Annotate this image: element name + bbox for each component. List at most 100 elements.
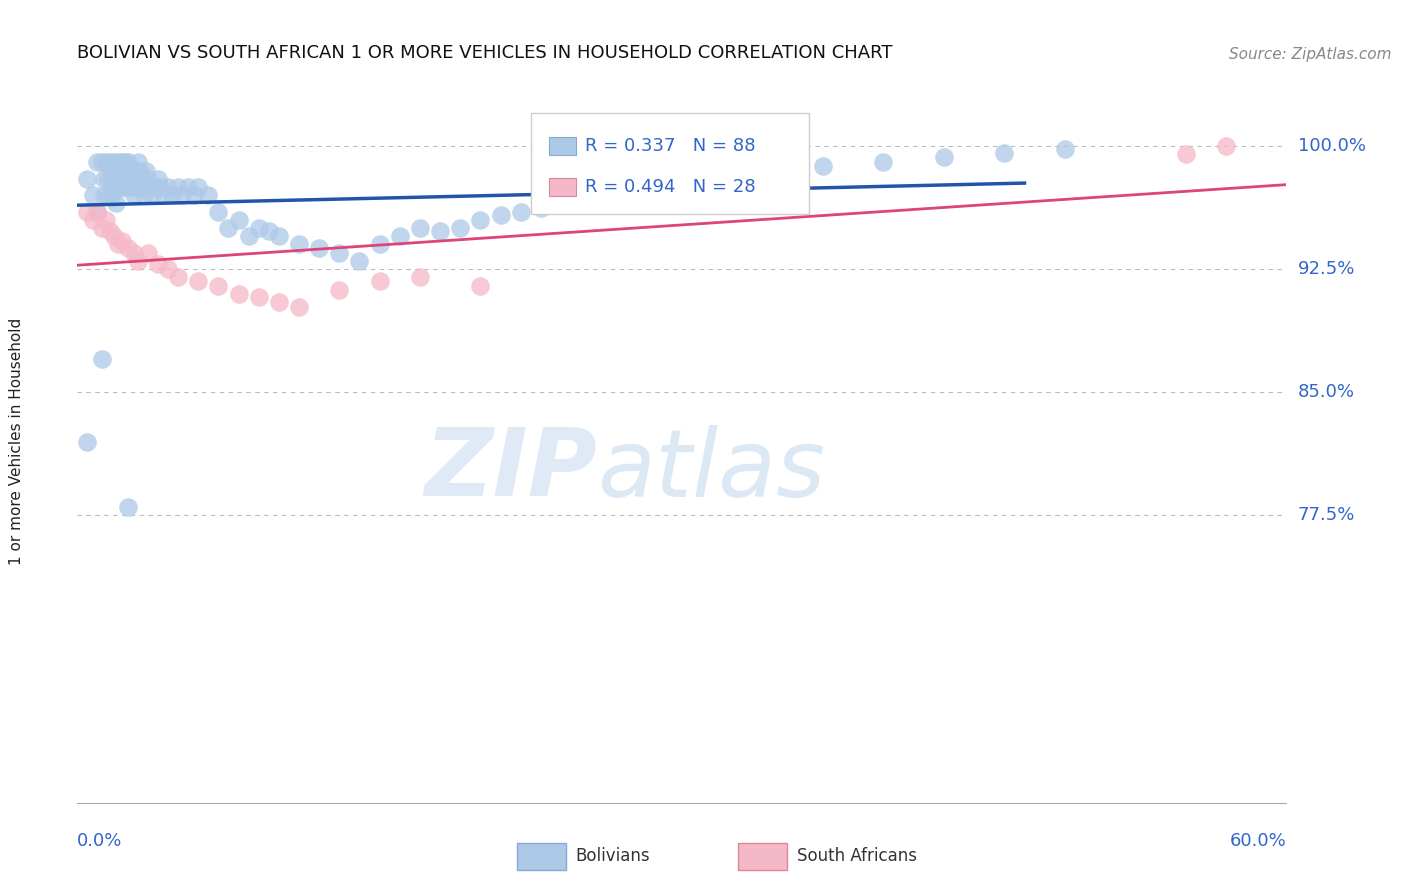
- Point: [103, 180, 125, 194]
- Point: [104, 163, 127, 178]
- Point: [100, 171, 122, 186]
- Point: [127, 253, 149, 268]
- Point: [146, 171, 169, 186]
- Point: [349, 253, 371, 268]
- Point: [247, 290, 270, 304]
- Point: [187, 274, 209, 288]
- Point: [96, 171, 118, 186]
- Point: [107, 180, 129, 194]
- Point: [257, 224, 280, 238]
- Point: [128, 163, 150, 178]
- Point: [122, 188, 145, 202]
- Point: [117, 155, 139, 169]
- Text: R = 0.337   N = 88: R = 0.337 N = 88: [585, 137, 755, 155]
- Point: [328, 284, 350, 298]
- Point: [98, 224, 121, 238]
- Text: 0.0%: 0.0%: [77, 831, 122, 850]
- Point: [872, 155, 894, 169]
- Point: [111, 234, 134, 248]
- Text: Source: ZipAtlas.com: Source: ZipAtlas.com: [1229, 47, 1392, 62]
- Point: [157, 180, 180, 194]
- Point: [288, 300, 311, 314]
- Point: [183, 188, 205, 202]
- Point: [550, 196, 572, 211]
- Point: [228, 212, 250, 227]
- Point: [76, 171, 98, 186]
- Point: [82, 212, 104, 227]
- Point: [610, 188, 633, 202]
- Point: [157, 262, 180, 277]
- Text: South Africans: South Africans: [797, 847, 917, 865]
- Point: [409, 270, 432, 285]
- Text: 92.5%: 92.5%: [1298, 260, 1355, 278]
- Point: [131, 180, 153, 194]
- Point: [177, 180, 200, 194]
- Point: [470, 212, 492, 227]
- Point: [111, 180, 134, 194]
- Point: [127, 180, 149, 194]
- Point: [142, 180, 165, 194]
- Point: [238, 229, 260, 244]
- Point: [86, 204, 108, 219]
- Point: [368, 237, 391, 252]
- Text: 100.0%: 100.0%: [1298, 137, 1365, 155]
- FancyBboxPatch shape: [548, 178, 575, 196]
- Point: [160, 188, 183, 202]
- Point: [207, 204, 229, 219]
- Point: [136, 171, 159, 186]
- Point: [90, 221, 112, 235]
- Point: [569, 192, 592, 206]
- Text: atlas: atlas: [598, 425, 825, 516]
- Text: 85.0%: 85.0%: [1298, 384, 1354, 401]
- Point: [107, 237, 129, 252]
- Text: BOLIVIAN VS SOUTH AFRICAN 1 OR MORE VEHICLES IN HOUSEHOLD CORRELATION CHART: BOLIVIAN VS SOUTH AFRICAN 1 OR MORE VEHI…: [77, 45, 893, 62]
- Point: [172, 188, 194, 202]
- Point: [108, 163, 131, 178]
- Point: [96, 188, 118, 202]
- Point: [993, 145, 1015, 160]
- Text: ZIP: ZIP: [425, 425, 598, 516]
- Point: [328, 245, 350, 260]
- Point: [153, 188, 176, 202]
- Point: [117, 241, 139, 255]
- Point: [197, 188, 219, 202]
- Point: [509, 204, 531, 219]
- Point: [247, 221, 270, 235]
- Text: R = 0.494   N = 28: R = 0.494 N = 28: [585, 178, 756, 196]
- Point: [167, 270, 190, 285]
- FancyBboxPatch shape: [531, 112, 808, 214]
- Text: 60.0%: 60.0%: [1230, 831, 1286, 850]
- Point: [218, 221, 240, 235]
- Point: [125, 163, 148, 178]
- Point: [731, 171, 754, 186]
- Text: 77.5%: 77.5%: [1298, 507, 1355, 524]
- Point: [94, 155, 117, 169]
- Point: [111, 155, 134, 169]
- Point: [429, 224, 451, 238]
- Point: [76, 204, 98, 219]
- Point: [932, 151, 955, 165]
- Point: [267, 229, 290, 244]
- Point: [388, 229, 411, 244]
- Point: [651, 180, 673, 194]
- Point: [93, 171, 115, 186]
- Point: [139, 180, 162, 194]
- Point: [104, 196, 127, 211]
- Point: [288, 237, 311, 252]
- Point: [122, 180, 145, 194]
- Point: [530, 202, 553, 216]
- Point: [470, 278, 492, 293]
- Point: [167, 180, 190, 194]
- Point: [308, 241, 330, 255]
- Point: [772, 163, 794, 178]
- FancyBboxPatch shape: [517, 843, 565, 870]
- Point: [1174, 147, 1197, 161]
- Point: [100, 188, 122, 202]
- Point: [112, 163, 135, 178]
- Point: [94, 212, 117, 227]
- Point: [122, 245, 145, 260]
- Point: [103, 229, 125, 244]
- Point: [146, 257, 169, 271]
- Point: [449, 221, 471, 235]
- Point: [267, 295, 290, 310]
